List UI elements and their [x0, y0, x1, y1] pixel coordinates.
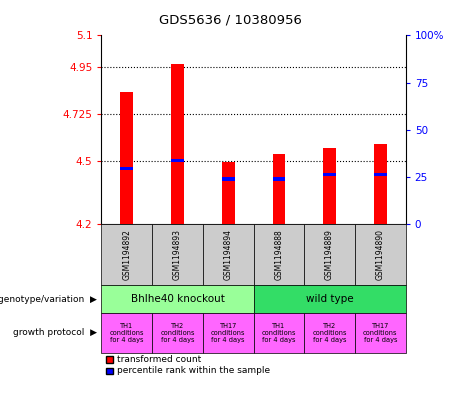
Text: Bhlhe40 knockout: Bhlhe40 knockout [130, 294, 225, 304]
Bar [171, 158, 184, 162]
Bar [222, 177, 235, 180]
Bar [120, 92, 133, 224]
Text: GSM1194892: GSM1194892 [122, 229, 131, 280]
Text: GSM1194890: GSM1194890 [376, 229, 385, 280]
Text: GSM1194894: GSM1194894 [224, 229, 233, 280]
Text: percentile rank within the sample: percentile rank within the sample [117, 367, 270, 375]
Bar [272, 177, 285, 180]
Bar [120, 167, 133, 170]
Bar [323, 173, 336, 176]
Bar [272, 154, 285, 224]
Text: wild type: wild type [306, 294, 354, 304]
Text: TH2
conditions
for 4 days: TH2 conditions for 4 days [313, 323, 347, 343]
Bar [323, 147, 336, 224]
Bar [374, 144, 387, 224]
Text: TH2
conditions
for 4 days: TH2 conditions for 4 days [160, 323, 195, 343]
Text: growth protocol  ▶: growth protocol ▶ [13, 329, 97, 337]
Text: TH1
conditions
for 4 days: TH1 conditions for 4 days [262, 323, 296, 343]
Text: GSM1194893: GSM1194893 [173, 229, 182, 280]
Text: TH17
conditions
for 4 days: TH17 conditions for 4 days [363, 323, 397, 343]
Text: genotype/variation  ▶: genotype/variation ▶ [0, 295, 97, 303]
Text: GSM1194888: GSM1194888 [274, 229, 284, 280]
Bar [222, 162, 235, 224]
Text: TH1
conditions
for 4 days: TH1 conditions for 4 days [110, 323, 144, 343]
Bar [374, 173, 387, 176]
Text: GDS5636 / 10380956: GDS5636 / 10380956 [159, 14, 302, 27]
Bar [171, 64, 184, 224]
Text: GSM1194889: GSM1194889 [325, 229, 334, 280]
Text: TH17
conditions
for 4 days: TH17 conditions for 4 days [211, 323, 245, 343]
Text: transformed count: transformed count [117, 355, 201, 364]
